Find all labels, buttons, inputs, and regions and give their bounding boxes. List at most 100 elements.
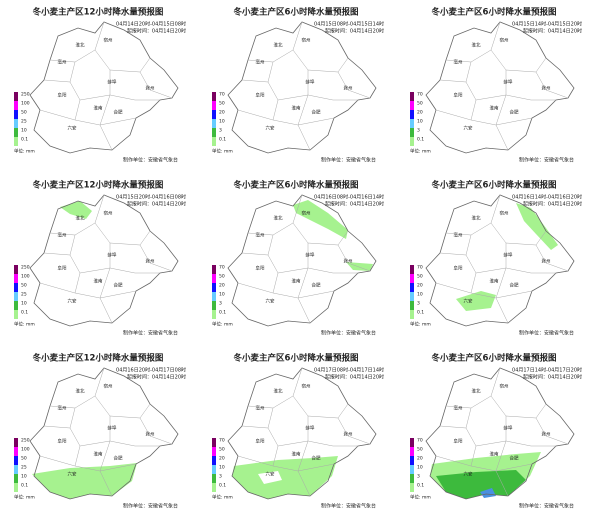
city-label: 蚌埠 <box>504 425 513 432</box>
city-label: 淮南 <box>490 278 499 285</box>
legend-label: 0.1 <box>219 310 226 316</box>
county-border <box>237 99 279 121</box>
county-border <box>465 70 507 101</box>
county-border <box>99 297 113 324</box>
producer: 制作单位：安徽省气象台 <box>519 157 574 164</box>
legend-swatch <box>410 274 414 283</box>
city-label: 宿州 <box>104 383 113 390</box>
forecast-period: 04月16日14时-04月16日20时 <box>512 194 582 201</box>
county-border <box>39 272 81 294</box>
city-label: 六安 <box>68 125 77 132</box>
legend-swatch <box>14 92 18 101</box>
city-label: 淮南 <box>292 105 301 112</box>
province-outline <box>29 21 179 154</box>
legend-label: 0.1 <box>21 137 28 143</box>
legend-label: 20 <box>219 110 225 116</box>
city-label: 六安 <box>464 298 473 305</box>
city-label: 亳州 <box>58 59 67 66</box>
city-label: 六安 <box>68 298 77 305</box>
legend-swatch <box>14 128 18 137</box>
legend-swatch <box>410 465 414 474</box>
province-outline <box>425 367 575 500</box>
legend-label: 50 <box>219 447 225 453</box>
province-outline <box>227 194 377 327</box>
legend-label: 10 <box>417 465 423 471</box>
map-title: 冬小麦主产区6小时降水量预报图 <box>234 180 359 191</box>
city-label: 蚌埠 <box>108 79 117 86</box>
legend-label: 20 <box>417 456 423 462</box>
county-border <box>69 243 111 274</box>
city-label: 蚌埠 <box>306 425 315 432</box>
city-label: 淮南 <box>292 278 301 285</box>
legend-swatch <box>14 292 18 301</box>
legend-label: 10 <box>219 292 225 298</box>
city-label: 淮北 <box>472 215 481 222</box>
unit-label: 单位: mm <box>14 494 35 501</box>
unit-label: 单位: mm <box>212 148 233 155</box>
legend-swatch <box>212 110 216 119</box>
legend-label: 70 <box>219 92 225 98</box>
county-border <box>139 244 173 272</box>
legend-swatch <box>410 110 414 119</box>
legend-swatch <box>410 301 414 310</box>
legend-label: 10 <box>417 292 423 298</box>
map-title: 冬小麦主产区6小时降水量预报图 <box>432 7 557 18</box>
unit-label: 单位: mm <box>410 321 431 328</box>
city-label: 宿州 <box>302 37 311 44</box>
city-label: 宿州 <box>500 37 509 44</box>
legend-swatch <box>410 119 414 128</box>
city-label: 宿州 <box>104 210 113 217</box>
legend-swatch <box>212 101 216 110</box>
legend-label: 0.1 <box>417 137 424 143</box>
legend-label: 250 <box>21 265 30 271</box>
legend-label: 70 <box>417 92 423 98</box>
city-label: 合肥 <box>312 455 321 462</box>
county-border <box>490 222 547 246</box>
legend-swatch <box>212 128 216 137</box>
county-border <box>49 367 105 409</box>
legend-swatch <box>14 483 18 492</box>
legend-swatch <box>14 310 18 319</box>
issue-time: 起报时间：04月14日20时 <box>127 28 186 35</box>
city-label: 淮北 <box>472 42 481 49</box>
issue-time: 起报时间：04月14日20时 <box>325 28 384 35</box>
rain-area <box>293 200 348 239</box>
county-border <box>337 71 371 99</box>
forecast-map: 冬小麦主产区6小时降水量预报图 04月15日14时-04月15日20时起报时间：0… <box>410 7 582 164</box>
map-title: 冬小麦主产区12小时降水量预报图 <box>33 353 164 364</box>
legend-label: 3 <box>219 128 222 134</box>
county-border <box>292 395 349 419</box>
city-label: 阜阳 <box>454 92 463 99</box>
forecast-period: 04月17日08时-04月17日14时 <box>314 367 384 374</box>
unit-label: 单位: mm <box>410 494 431 501</box>
city-label: 滁州 <box>542 85 551 92</box>
county-border <box>307 94 358 101</box>
city-label: 阜阳 <box>256 438 265 445</box>
city-label: 六安 <box>464 125 473 132</box>
unit-label: 单位: mm <box>212 494 233 501</box>
county-border <box>307 440 358 447</box>
city-label: 滁州 <box>344 431 353 438</box>
legend-swatch <box>410 283 414 292</box>
city-label: 蚌埠 <box>306 252 315 259</box>
city-label: 淮北 <box>76 215 85 222</box>
city-label: 六安 <box>464 471 473 478</box>
issue-time: 起报时间：04月14日20时 <box>523 374 582 381</box>
county-border <box>445 194 501 236</box>
county-border <box>49 194 105 236</box>
county-border <box>465 243 507 274</box>
county-border <box>74 94 111 126</box>
city-label: 合肥 <box>114 455 123 462</box>
county-border <box>94 395 151 419</box>
city-label: 滁州 <box>542 431 551 438</box>
city-label: 淮南 <box>490 105 499 112</box>
legend-label: 50 <box>219 101 225 107</box>
legend-label: 70 <box>219 438 225 444</box>
county-border <box>505 94 556 101</box>
legend-swatch <box>212 274 216 283</box>
city-label: 滁州 <box>344 85 353 92</box>
city-label: 阜阳 <box>58 92 67 99</box>
legend-label: 3 <box>417 474 420 480</box>
legend-label: 50 <box>21 110 27 116</box>
